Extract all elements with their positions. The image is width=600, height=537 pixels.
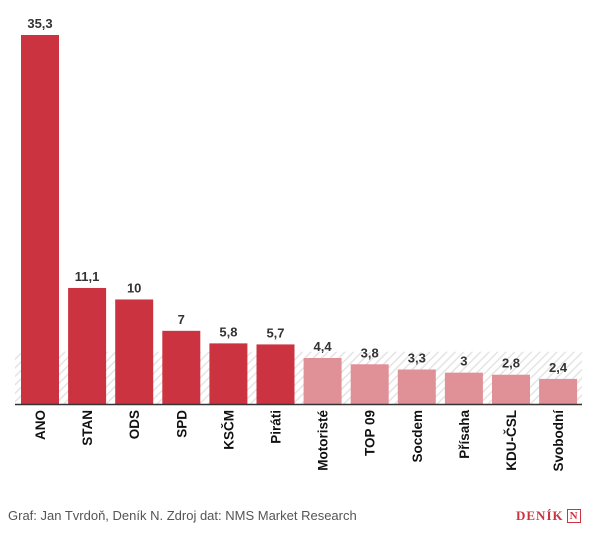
category-label: ODS <box>127 410 142 439</box>
bar-svobodní <box>539 378 578 404</box>
bar-value-label: 2,4 <box>549 360 568 375</box>
bar-chart: 35,3 ANO 11,1 STAN 10 ODS 7 SPD 5,8 KSČM 5,7 Piráti… <box>15 16 582 472</box>
bar-value-label: 2,8 <box>502 356 520 371</box>
bar-ksčm <box>209 343 248 404</box>
bar-motoristé <box>303 358 342 404</box>
bar-value-label: 5,7 <box>266 325 284 340</box>
bar-value-label: 7 <box>178 312 185 327</box>
denik-n-logo: DENÍK N <box>516 505 581 527</box>
category-label: Přísaha <box>457 410 472 459</box>
bar-value-label: 5,8 <box>219 324 237 339</box>
category-label: SPD <box>174 410 189 438</box>
bar-socdem <box>397 369 436 404</box>
bar-value-label: 3,8 <box>361 345 379 360</box>
logo-n-icon: N <box>566 509 581 523</box>
category-label: ANO <box>33 410 48 440</box>
category-label: KDU-ČSL <box>504 410 519 471</box>
category-label: Motoristé <box>316 410 331 471</box>
bar-value-label: 11,1 <box>75 269 100 284</box>
bar-stan <box>68 287 107 404</box>
bar-value-label: 4,4 <box>314 339 333 354</box>
category-label: Svobodní <box>551 409 566 472</box>
category-label: Piráti <box>269 410 284 444</box>
logo-text: DENÍK <box>516 508 564 523</box>
bar-value-label: 10 <box>127 280 141 295</box>
threshold-zone <box>15 351 582 404</box>
bar-ods <box>115 299 154 404</box>
bar-value-label: 3 <box>460 354 467 369</box>
category-label: STAN <box>80 410 95 446</box>
bar-top-09 <box>350 364 389 404</box>
bar-piráti <box>256 344 295 404</box>
bar-value-label: 35,3 <box>27 16 52 31</box>
bar-přísaha <box>444 372 483 404</box>
category-label: KSČM <box>221 410 236 450</box>
source-credit: Graf: Jan Tvrdoň, Deník N. Zdroj dat: NM… <box>8 508 357 523</box>
bar-value-label: 3,3 <box>408 351 426 366</box>
bar-kdu-čsl <box>492 374 530 404</box>
bar-ano <box>21 35 59 404</box>
category-label: Socdem <box>410 410 425 463</box>
category-label: TOP 09 <box>363 410 378 456</box>
bar-spd <box>162 330 201 404</box>
